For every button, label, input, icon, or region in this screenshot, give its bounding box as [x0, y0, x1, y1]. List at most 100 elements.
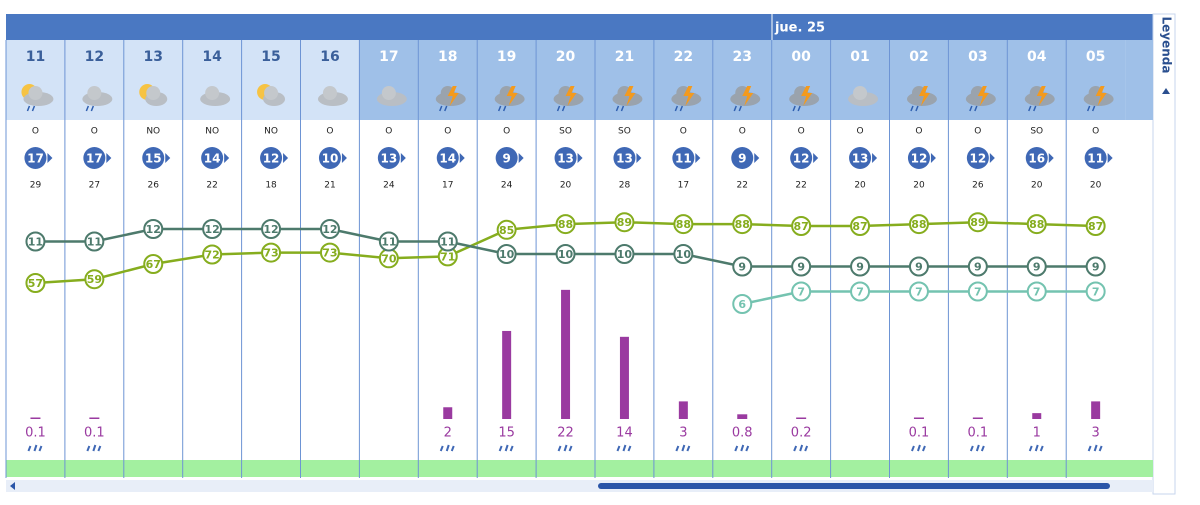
wind-speed: 12 — [793, 152, 810, 166]
gust: 20 — [1090, 181, 1102, 191]
humidity-point — [791, 216, 812, 236]
gust: 21 — [324, 181, 335, 191]
humidity-point — [555, 214, 576, 235]
humidity-point — [84, 269, 105, 290]
temperature-label: 12 — [322, 223, 337, 236]
wind-speed-badge — [1025, 147, 1048, 169]
header-cell — [1007, 40, 1067, 120]
header-cell — [889, 40, 949, 120]
temperature-point — [1026, 256, 1047, 277]
hour: 23 — [733, 49, 752, 65]
humidity-label: 89 — [970, 216, 985, 229]
cloud — [853, 86, 868, 100]
raindrops — [969, 105, 978, 112]
precip-bar — [30, 417, 41, 419]
scroll-left[interactable] — [10, 482, 15, 490]
header-cell — [536, 40, 595, 120]
legend-panel[interactable] — [1152, 13, 1176, 495]
header-cell — [1066, 40, 1126, 120]
wind-speed-badge — [966, 147, 989, 169]
lightning — [918, 86, 930, 106]
precip-label: 0.1 — [84, 426, 105, 441]
temperature-point — [378, 231, 399, 252]
rain-icon — [557, 444, 573, 452]
raindrops — [615, 105, 625, 112]
lightning — [506, 86, 518, 106]
rain-icon — [969, 444, 985, 452]
humidity-label: 87 — [1088, 220, 1103, 233]
cloud — [381, 86, 396, 100]
gust: 20 — [913, 181, 925, 191]
feels_like-label: 7 — [1092, 286, 1100, 299]
header-cell — [418, 40, 478, 120]
wind-speed: 12 — [263, 152, 280, 166]
humidity-label: 71 — [440, 250, 455, 263]
precip-bar — [678, 401, 688, 419]
legend-label[interactable]: Leyenda — [1160, 17, 1174, 74]
precip-label: 14 — [616, 426, 633, 441]
header-cell — [123, 40, 183, 120]
gust: 24 — [501, 181, 513, 191]
header-cell — [653, 40, 713, 120]
wind-arrow — [754, 153, 760, 163]
temperature-point — [1085, 256, 1106, 277]
rain-icon — [616, 444, 632, 452]
humidity-point — [25, 273, 46, 293]
header-cell — [830, 40, 890, 120]
wind-arrow — [518, 153, 524, 163]
gust: 26 — [972, 181, 984, 191]
gust: 27 — [89, 181, 100, 191]
gust: 26 — [148, 181, 160, 191]
precip-label: 22 — [557, 426, 574, 441]
header-cell — [359, 40, 419, 120]
cloud — [205, 86, 220, 100]
temperature-label: 9 — [738, 261, 746, 274]
temperature-point — [673, 244, 694, 264]
humidity-point — [1026, 214, 1047, 235]
lightning — [801, 86, 813, 106]
wind-speed-badge — [260, 147, 283, 169]
raindrops — [674, 105, 684, 112]
raindrops — [792, 105, 801, 112]
humidity-label: 87 — [793, 220, 808, 233]
legend-arrow[interactable] — [1162, 88, 1170, 94]
feels_like-label: 7 — [974, 286, 982, 299]
wind-speed-badge — [1084, 147, 1107, 169]
temperature-label: 9 — [1033, 261, 1041, 274]
hour: 17 — [379, 49, 398, 65]
wind-speed-badge — [731, 147, 754, 169]
gust: 18 — [265, 181, 277, 191]
wind-speed: 13 — [380, 152, 397, 166]
rain-icon — [793, 444, 809, 452]
header-cell — [300, 40, 360, 120]
precip-label: 0.8 — [732, 426, 753, 441]
hour: 03 — [968, 49, 987, 65]
hour: 00 — [791, 49, 811, 65]
day-label: jue. 25 — [774, 21, 825, 36]
temperature-label: 10 — [499, 248, 515, 261]
green-band — [6, 460, 1153, 477]
feels_like-point — [967, 281, 988, 302]
humidity-label: 72 — [204, 249, 219, 262]
temperature-point — [791, 256, 812, 277]
lightning — [977, 86, 989, 106]
precip-bar — [561, 289, 571, 419]
wind-speed: 12 — [969, 152, 986, 166]
gust: 17 — [442, 181, 453, 191]
humidity-label: 73 — [322, 247, 337, 260]
humidity-label: 88 — [911, 218, 926, 231]
wind-direction: O — [444, 127, 451, 137]
gust: 20 — [854, 181, 866, 191]
header-cell — [6, 40, 65, 120]
rain-icon — [1028, 444, 1044, 452]
humidity-point — [319, 242, 340, 263]
hour: 18 — [438, 49, 457, 65]
wind-direction: O — [385, 127, 392, 137]
scroll-thumb[interactable] — [598, 483, 1110, 489]
rain-icon — [1087, 444, 1103, 452]
rain-icon — [27, 444, 43, 452]
gust: 22 — [206, 181, 217, 191]
wind-speed-badge — [495, 147, 518, 169]
wind-direction: O — [974, 127, 981, 137]
